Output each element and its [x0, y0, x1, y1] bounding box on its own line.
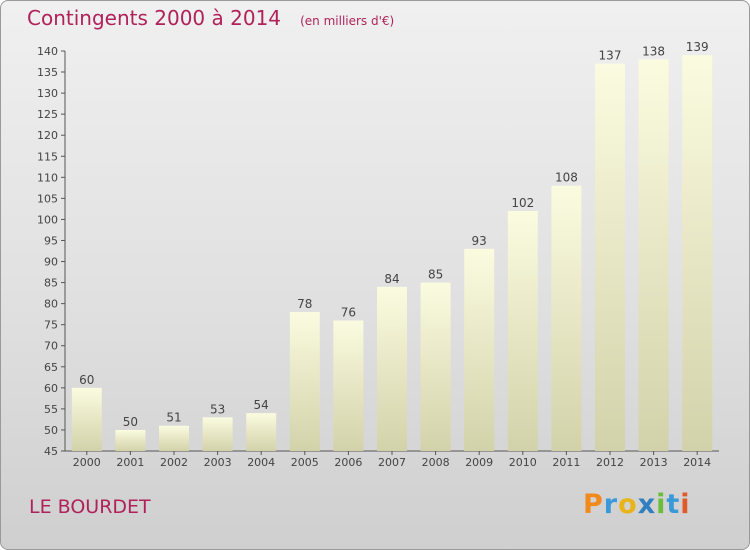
- data-label: 60: [79, 373, 94, 387]
- x-tick-label: 2014: [683, 456, 711, 469]
- x-tick-label: 2011: [552, 456, 580, 469]
- x-tick-label: 2007: [378, 456, 406, 469]
- chart-value-labels: 60 50 51 53 54 78 76 84 85 93 102 108 137 138 139: [79, 40, 708, 429]
- title-row: Contingents 2000 à 2014 (en milliers d'€…: [27, 6, 394, 30]
- x-tick-label: 2013: [640, 456, 668, 469]
- data-label: 76: [341, 305, 356, 319]
- bar: [377, 286, 407, 451]
- bar: [420, 282, 451, 451]
- data-label: 85: [428, 268, 443, 282]
- chart-title: Contingents 2000 à 2014: [27, 6, 282, 30]
- bar: [202, 417, 233, 451]
- data-label: 139: [686, 40, 709, 54]
- y-tick-label: 50: [44, 424, 58, 437]
- y-tick-label: 105: [37, 192, 58, 205]
- chart-bars: [71, 55, 713, 452]
- data-label: 102: [511, 196, 534, 210]
- data-label: 93: [472, 234, 487, 248]
- bar: [595, 63, 625, 451]
- y-tick-label: 85: [44, 277, 58, 290]
- data-label: 138: [642, 44, 665, 58]
- y-tick-label: 120: [37, 129, 58, 142]
- y-tick-label: 60: [44, 382, 58, 395]
- data-label: 84: [384, 272, 399, 286]
- x-tick-label: 2009: [465, 456, 493, 469]
- y-tick-label: 75: [44, 319, 58, 332]
- bar: [71, 387, 102, 451]
- x-tick-label: 2005: [291, 456, 319, 469]
- y-tick-label: 95: [44, 234, 58, 247]
- x-tick-label: 2000: [73, 456, 101, 469]
- chart-unit: (en milliers d'€): [300, 14, 395, 28]
- y-tick-label: 130: [37, 87, 58, 100]
- y-tick-label: 125: [37, 108, 58, 121]
- bar: [115, 429, 146, 451]
- bar: [333, 320, 364, 451]
- data-label: 78: [297, 297, 312, 311]
- bar: [507, 211, 538, 451]
- x-tick-label: 2002: [160, 456, 188, 469]
- bar: [551, 185, 582, 451]
- logo-letter: t: [666, 489, 681, 520]
- x-tick-label: 2006: [334, 456, 362, 469]
- logo-letter: x: [637, 489, 657, 520]
- bar: [682, 55, 713, 452]
- y-tick-label: 65: [44, 361, 58, 374]
- bar: [464, 248, 495, 451]
- y-tick-label: 55: [44, 403, 58, 416]
- y-tick-label: 115: [37, 150, 58, 163]
- chart-axes: 45 50 55 60 65 70 75 80 85 90 95 100 105 110 115 120 125…: [37, 45, 719, 469]
- x-tick-label: 2010: [509, 456, 537, 469]
- data-label: 53: [210, 402, 225, 416]
- logo-letter: r: [603, 489, 619, 520]
- logo-letter: o: [618, 489, 638, 520]
- data-label: 108: [555, 171, 578, 185]
- proxiti-logo: Proxiti: [583, 489, 691, 520]
- x-tick-label: 2004: [247, 456, 275, 469]
- bar: [159, 425, 189, 451]
- commune-name: LE BOURDET: [29, 496, 151, 518]
- x-tick-label: 2003: [204, 456, 232, 469]
- y-tick-label: 80: [44, 298, 58, 311]
- bar: [289, 312, 320, 451]
- y-tick-label: 45: [44, 445, 58, 458]
- y-tick-label: 90: [44, 256, 58, 269]
- data-label: 137: [599, 49, 622, 63]
- bar: [638, 59, 669, 451]
- y-tick-label: 110: [37, 171, 58, 184]
- data-label: 51: [166, 411, 181, 425]
- logo-letter: P: [583, 489, 604, 520]
- y-tick-label: 100: [37, 213, 58, 226]
- logo-letter: i: [680, 489, 691, 520]
- x-tick-label: 2008: [422, 456, 450, 469]
- x-tick-label: 2001: [116, 456, 144, 469]
- y-tick-label: 135: [37, 66, 58, 79]
- x-tick-label: 2012: [596, 456, 624, 469]
- data-label: 54: [254, 398, 269, 412]
- y-tick-label: 70: [44, 340, 58, 353]
- bar: [246, 413, 277, 451]
- data-label: 50: [123, 415, 138, 429]
- y-tick-label: 140: [37, 45, 58, 58]
- logo-letter: i: [656, 489, 667, 520]
